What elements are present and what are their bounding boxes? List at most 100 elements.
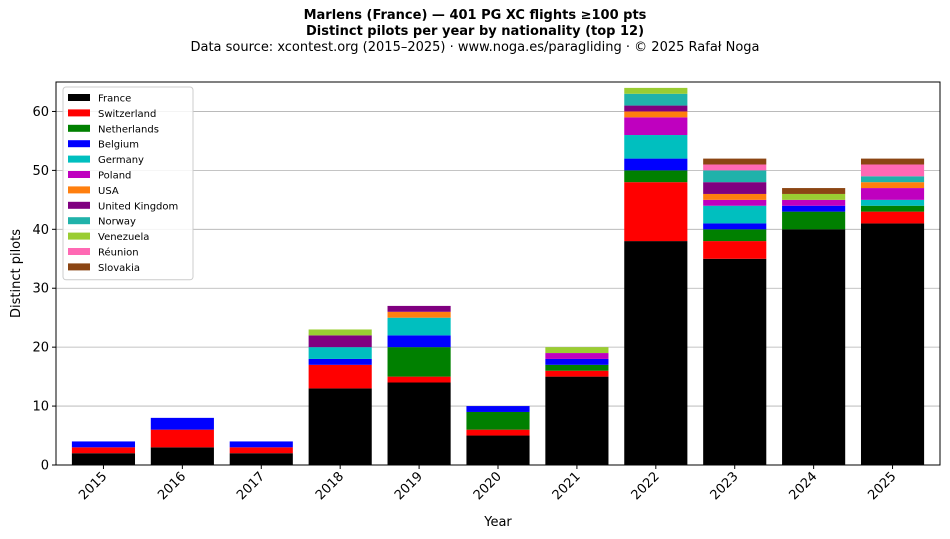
legend-swatch	[68, 232, 90, 240]
bar-segment	[624, 93, 688, 106]
bar-segment	[229, 453, 293, 465]
x-tick-label: 2025	[865, 469, 899, 503]
bar-segment	[308, 388, 372, 465]
legend-label: Poland	[98, 171, 131, 182]
bar-segment	[703, 241, 767, 259]
legend-swatch	[68, 171, 90, 178]
bar-segment	[860, 211, 925, 224]
bar-segment	[624, 105, 688, 112]
bar-segment	[387, 317, 451, 336]
legend-label: Réunion	[98, 247, 139, 259]
bar-segment	[860, 164, 925, 177]
y-tick-label: 20	[32, 341, 49, 356]
legend-label: Norway	[98, 217, 136, 228]
bar-segment	[545, 376, 609, 465]
bar-segment	[624, 111, 688, 118]
bar-segment	[860, 188, 925, 200]
bar-segment	[860, 223, 925, 465]
legend-swatch	[68, 201, 90, 209]
x-tick-label: 2017	[234, 469, 268, 503]
legend-swatch	[68, 217, 90, 225]
bar-segment	[71, 453, 136, 465]
bar-segment	[229, 447, 293, 454]
legend-swatch	[68, 140, 90, 148]
bar-segment	[860, 199, 925, 206]
bar-segment	[545, 353, 609, 359]
bar-segment	[703, 170, 767, 183]
y-axis: 0 10 20 30 40 50 60	[32, 105, 56, 474]
legend-swatch	[68, 109, 90, 117]
x-tick-label: 2016	[155, 469, 189, 503]
bar-segment	[387, 382, 451, 465]
x-tick-label: 2019	[392, 469, 426, 503]
legend-label: Slovakia	[98, 263, 140, 274]
bar-segment	[782, 205, 846, 212]
bar-segment	[308, 329, 372, 336]
bar-segment	[308, 335, 372, 348]
bar-segment	[703, 158, 767, 165]
x-tick-label: 2023	[708, 469, 742, 503]
chart-titles: Marlens (France) — 401 PG XC flights ≥10…	[0, 8, 950, 56]
bar-segment	[782, 193, 846, 200]
y-tick-label: 40	[32, 223, 49, 238]
bar-segment	[387, 376, 451, 383]
legend-swatch	[68, 155, 90, 163]
bar-segment	[703, 223, 767, 230]
chart-source: Data source: xcontest.org (2015–2025) · …	[190, 40, 760, 55]
bar-segment	[308, 358, 372, 365]
bar-segment	[703, 164, 767, 171]
bar-segment	[782, 229, 846, 465]
legend: France Switzerland Netherlands Belgium Germa…	[62, 86, 194, 281]
x-tick-label: 2024	[786, 469, 820, 503]
y-tick-label: 10	[32, 400, 49, 415]
bar-segment	[150, 429, 214, 448]
legend-swatch	[68, 263, 90, 271]
bar-segment	[782, 188, 846, 194]
chart-title: Marlens (France) — 401 PG XC flights ≥10…	[303, 8, 647, 23]
bar-segment	[624, 87, 688, 94]
legend-swatch	[68, 186, 90, 194]
bar-segment	[860, 205, 925, 212]
bar-segment	[860, 182, 925, 189]
x-tick-label: 2021	[550, 469, 584, 503]
legend-box	[62, 86, 194, 281]
y-tick-label: 60	[32, 105, 49, 120]
bar-segment	[545, 347, 609, 354]
bar-segment	[703, 182, 767, 194]
bars	[71, 87, 925, 465]
chart-subtitle: Distinct pilots per year by nationality …	[305, 24, 645, 39]
bar-segment	[703, 193, 767, 200]
bar-segment	[466, 406, 530, 412]
bar-segment	[703, 258, 767, 465]
bar-segment	[466, 411, 530, 430]
bar-segment	[624, 241, 688, 465]
y-tick-label: 50	[32, 164, 49, 179]
legend-label: France	[98, 94, 131, 105]
y-tick-label: 30	[32, 282, 49, 297]
bar-segment	[466, 429, 530, 436]
bar-segment	[624, 182, 688, 242]
bar-segment	[308, 347, 372, 359]
legend-label: USA	[98, 186, 119, 197]
bar-segment	[782, 199, 846, 206]
bar-segment	[71, 447, 136, 454]
legend-label: United Kingdom	[98, 201, 178, 212]
bar-segment	[71, 441, 136, 448]
x-axis-label: Year	[483, 515, 512, 530]
bar-segment	[229, 441, 293, 448]
bar-segment	[150, 417, 214, 430]
bar-segment	[387, 335, 451, 348]
bar-segment	[860, 158, 925, 165]
bar-segment	[782, 211, 846, 230]
x-tick-label: 2015	[76, 469, 110, 503]
bar-segment	[150, 447, 214, 465]
legend-label: Germany	[98, 155, 144, 166]
y-tick-label: 0	[41, 459, 49, 474]
bar-segment	[624, 117, 688, 136]
legend-swatch	[68, 124, 90, 132]
x-tick-label: 2022	[629, 469, 663, 503]
bar-segment	[624, 170, 688, 183]
bar-segment	[624, 135, 688, 159]
bar-segment	[703, 205, 767, 224]
